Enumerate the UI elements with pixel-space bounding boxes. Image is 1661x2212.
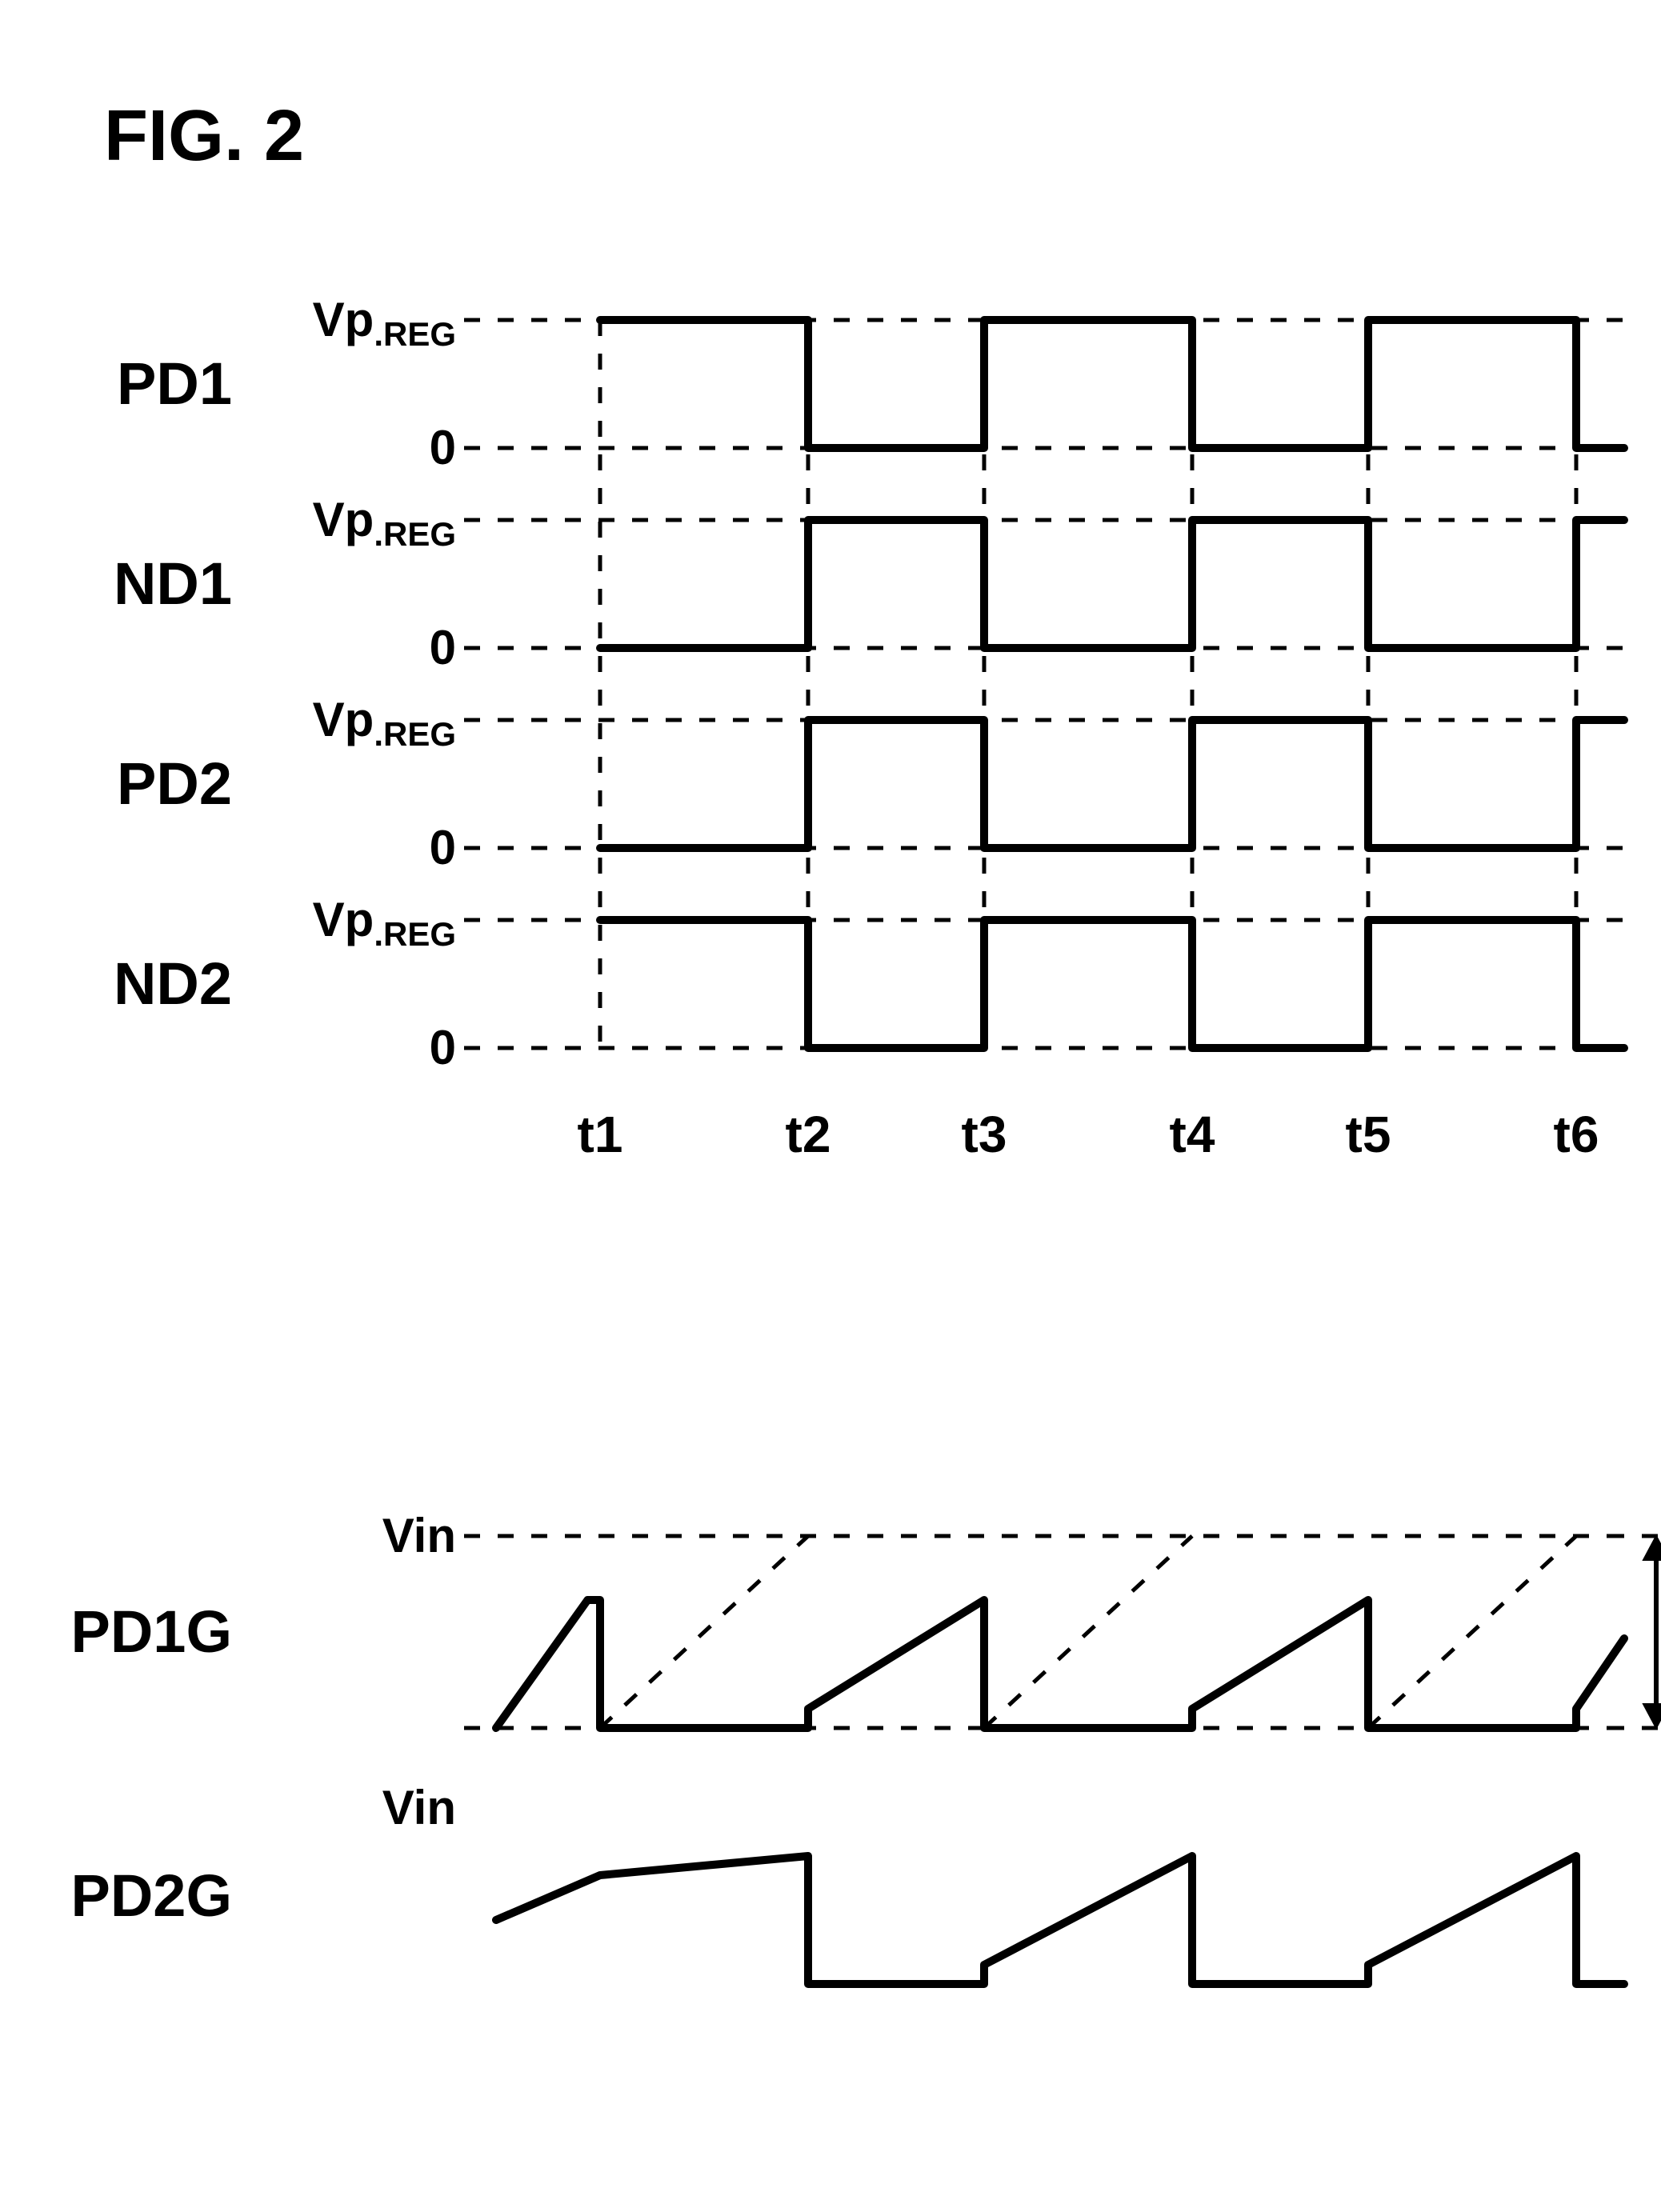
level-ND2-high: Vp.REG: [313, 893, 456, 953]
pd1g-diag-1: [984, 1536, 1192, 1728]
level-PD1-low: 0: [430, 421, 456, 474]
row-label-PD2G: PD2G: [70, 1862, 232, 1929]
time-label-t4: t4: [1170, 1106, 1215, 1163]
waveform-PD1: [600, 320, 1624, 448]
level-ND2-low: 0: [430, 1021, 456, 1074]
time-label-t2: t2: [786, 1106, 831, 1163]
vpgs1-arrow-down: [1643, 1704, 1661, 1728]
waveform-PD2: [600, 720, 1624, 848]
level-PD2-low: 0: [430, 821, 456, 874]
level-ND1-low: 0: [430, 621, 456, 674]
figure-title: FIG. 2: [104, 96, 304, 176]
waveform-PD2G: [496, 1856, 1624, 1984]
vpgs1-arrow-up: [1643, 1536, 1661, 1560]
vin-label-PD2G: Vin: [382, 1781, 456, 1834]
time-label-t6: t6: [1554, 1106, 1599, 1163]
level-PD2-high: Vp.REG: [313, 693, 456, 753]
time-label-t5: t5: [1346, 1106, 1391, 1163]
waveform-ND2: [600, 920, 1624, 1048]
row-label-PD1: PD1: [117, 350, 232, 417]
row-label-ND2: ND2: [114, 950, 232, 1017]
pd1g-diag-0: [600, 1536, 808, 1728]
level-PD1-high: Vp.REG: [313, 293, 456, 353]
time-label-t3: t3: [962, 1106, 1007, 1163]
waveform-PD1G: [496, 1600, 1624, 1728]
pd1g-diag-2: [1368, 1536, 1576, 1728]
vin-label-PD1G: Vin: [382, 1509, 456, 1562]
row-label-PD2: PD2: [117, 750, 232, 817]
level-ND1-high: Vp.REG: [313, 493, 456, 553]
time-label-t1: t1: [578, 1106, 623, 1163]
row-label-ND1: ND1: [114, 550, 232, 617]
row-label-PD1G: PD1G: [70, 1598, 232, 1665]
waveform-ND1: [600, 520, 1624, 648]
